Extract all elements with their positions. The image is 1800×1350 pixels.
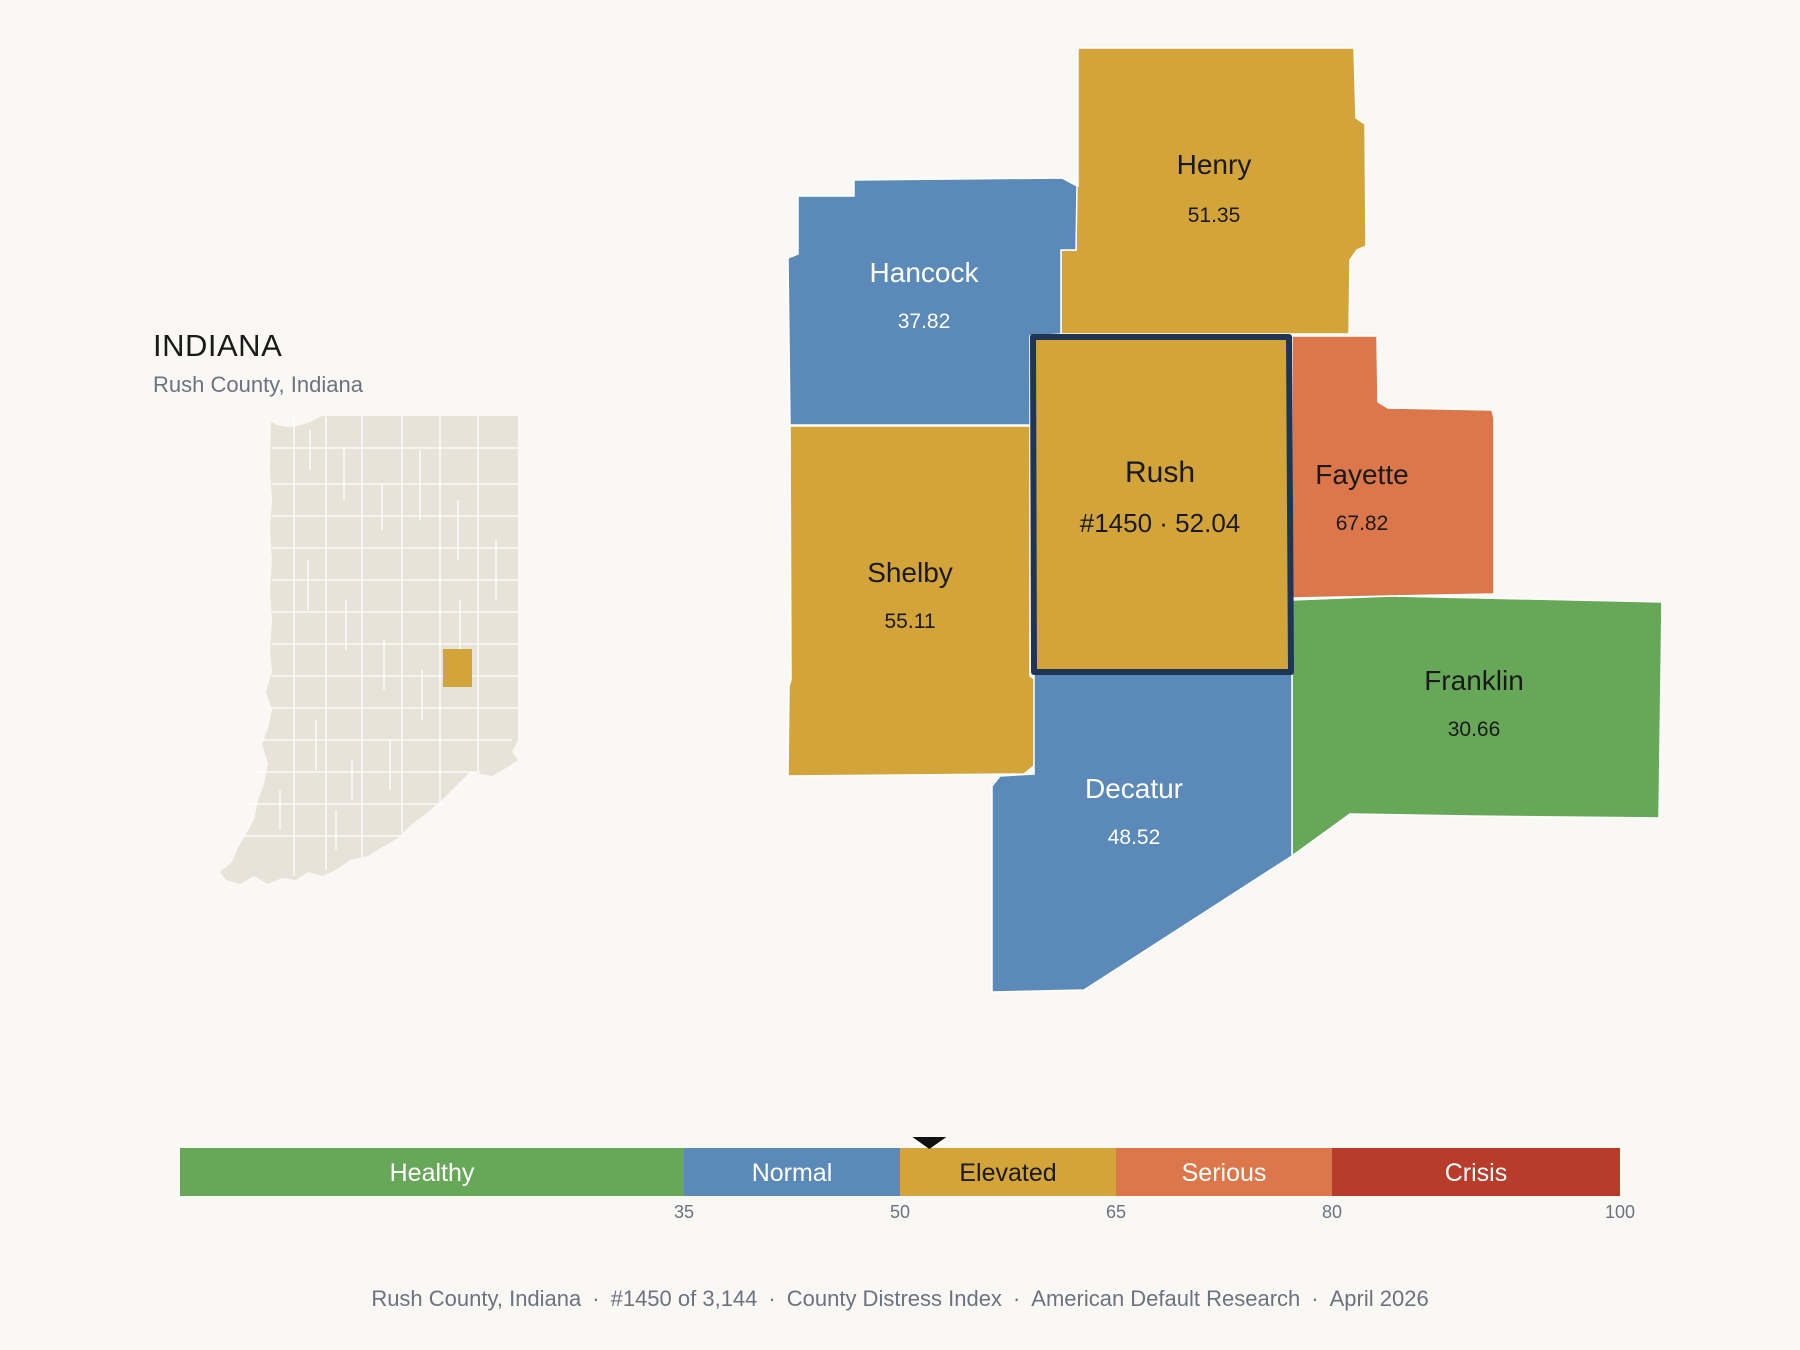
county-shelby[interactable]: [787, 425, 1037, 777]
label-rush-name: Rush: [1125, 456, 1195, 489]
label-henry-name: Henry: [1177, 149, 1252, 180]
label-rush-rank-score: #1450 · 52.04: [1080, 508, 1240, 538]
label-shelby-name: Shelby: [867, 557, 953, 588]
county-decatur[interactable]: [991, 671, 1293, 993]
legend-segment-serious: [1116, 1148, 1332, 1196]
label-fayette-score: 67.82: [1336, 512, 1389, 535]
state-title: INDIANA: [153, 328, 283, 363]
label-hancock-name: Hancock: [870, 257, 980, 288]
county-regions: [787, 47, 1663, 993]
legend-tick-65: 65: [1106, 1202, 1126, 1222]
county-rush[interactable]: [1030, 334, 1294, 675]
inset-rush-county: [443, 649, 472, 687]
label-shelby-score: 55.11: [885, 610, 936, 633]
legend-tick-35: 35: [674, 1202, 694, 1222]
footer-index: County Distress Index: [786, 1286, 1002, 1311]
distress-legend: Healthy Normal Elevated Serious Crisis 35 50 65…: [180, 1137, 1635, 1222]
county-henry[interactable]: [1060, 47, 1367, 335]
footer-credits: Rush County, Indiana · #1450 of 3,144 · Coun…: [371, 1286, 1429, 1311]
footer-date: April 2026: [1329, 1286, 1429, 1311]
legend-label-crisis: Crisis: [1445, 1159, 1508, 1187]
legend-segment-normal: [684, 1148, 900, 1196]
indiana-state-shape: [220, 416, 518, 884]
legend-label-elevated: Elevated: [959, 1159, 1056, 1187]
legend-label-healthy: Healthy: [390, 1159, 475, 1187]
state-subtitle: Rush County, Indiana: [153, 372, 363, 397]
county-hancock[interactable]: [787, 177, 1078, 426]
label-henry-score: 51.35: [1188, 204, 1241, 227]
county-labels: Henry 51.35 Hancock 37.82 Fayette 67.82 …: [867, 149, 1524, 849]
legend-marker: [912, 1137, 947, 1149]
legend-segment-crisis: [1332, 1148, 1620, 1196]
footer-org: American Default Research: [1031, 1286, 1301, 1311]
legend-label-normal: Normal: [752, 1159, 833, 1187]
legend-tick-100: 100: [1605, 1202, 1635, 1222]
legend-segment-healthy: [180, 1148, 684, 1196]
label-fayette-name: Fayette: [1315, 459, 1408, 490]
legend-tick-80: 80: [1322, 1202, 1342, 1222]
legend-label-serious: Serious: [1182, 1159, 1267, 1187]
indiana-inset-map: [220, 416, 518, 884]
footer-rank: #1450 of 3,144: [610, 1286, 758, 1311]
label-hancock-score: 37.82: [898, 310, 951, 333]
label-decatur-name: Decatur: [1085, 773, 1183, 804]
footer-place: Rush County, Indiana: [371, 1286, 582, 1311]
legend-segment-elevated: [900, 1148, 1116, 1196]
label-franklin-score: 30.66: [1448, 718, 1501, 741]
label-franklin-name: Franklin: [1424, 665, 1524, 696]
legend-tick-50: 50: [890, 1202, 910, 1222]
label-decatur-score: 48.52: [1108, 826, 1161, 849]
inset-county-lines: [236, 416, 518, 876]
county-franklin[interactable]: [1291, 595, 1663, 858]
